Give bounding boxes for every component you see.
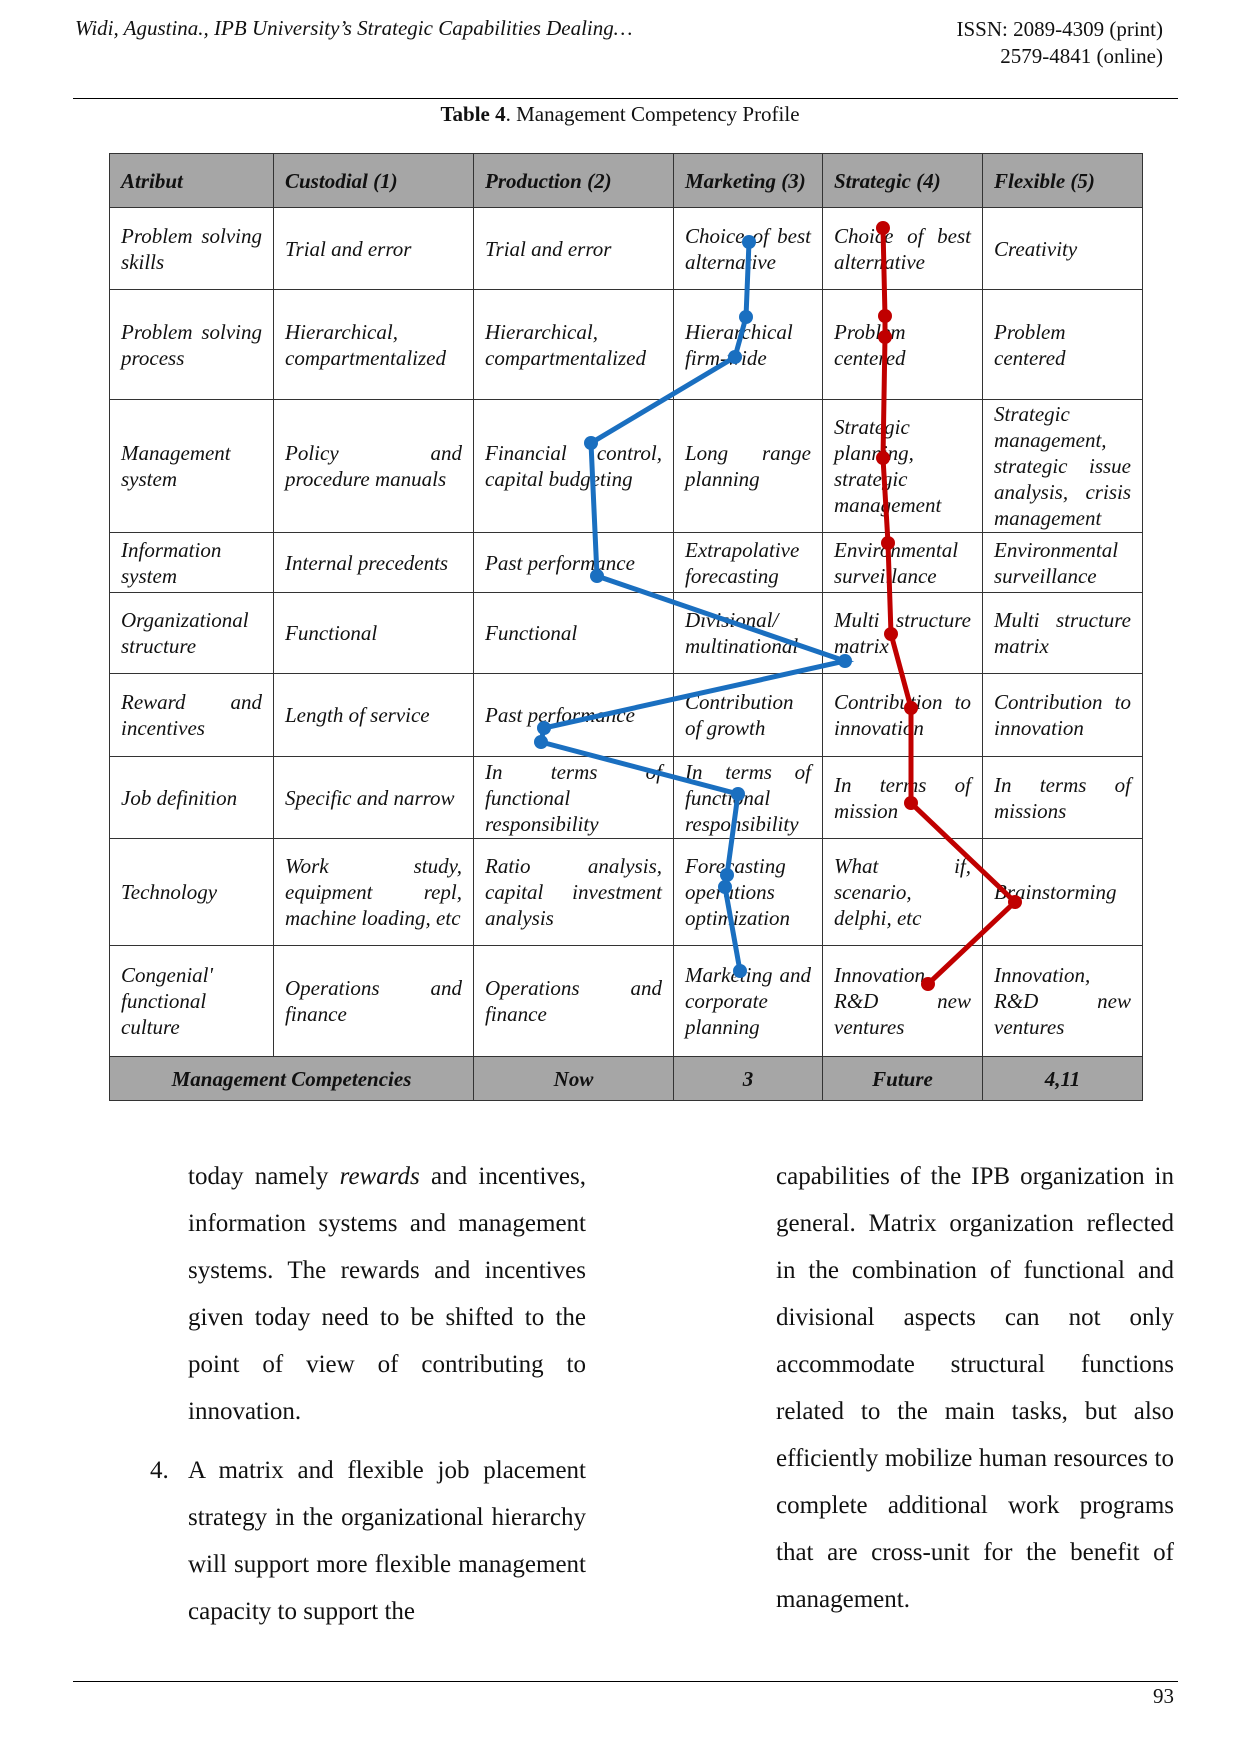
competency-table: Atribut Custodial (1) Production (2) Market… xyxy=(109,153,1143,1101)
table-cell: Contribution to innovation xyxy=(982,673,1143,757)
column-header: Marketing (3) xyxy=(673,153,823,208)
table-cell: Strategic planning, strategic management xyxy=(822,399,983,533)
table-row: Information system Internal precedents Pas… xyxy=(109,532,1143,593)
table-cell: Creativity xyxy=(982,207,1143,290)
table-cell: Marketing and corporate planning xyxy=(673,945,823,1057)
table-cell: Internal precedents xyxy=(273,532,474,593)
table-cell: Length of service xyxy=(273,673,474,757)
list-item: A matrix and flexible job placement stra… xyxy=(188,1457,586,1625)
table-row: Management system Policy and procedure ma… xyxy=(109,399,1143,533)
table-cell: Operations and finance xyxy=(473,945,674,1057)
header-rule xyxy=(73,98,1178,99)
text: and incentives, information systems and … xyxy=(188,1163,586,1425)
emphasis: rewards xyxy=(339,1163,420,1190)
table-row: Problem solving process Hierarchical, com… xyxy=(109,289,1143,400)
table-cell: Problem solving skills xyxy=(109,207,274,290)
table-cell: Forecasting operations optimization xyxy=(673,838,823,946)
summary-cell: 3 xyxy=(673,1056,823,1101)
summary-cell: Future xyxy=(822,1056,983,1101)
table-cell: Hierarchical, compartmentalized xyxy=(273,289,474,400)
now-profile-points xyxy=(534,235,852,978)
column-header: Flexible (5) xyxy=(982,153,1143,208)
table-cell: Job definition xyxy=(109,756,274,839)
table-cell: Choice of best alternative xyxy=(822,207,983,290)
table-cell: Operations and finance xyxy=(273,945,474,1057)
issn-print: ISSN: 2089-4309 (print) xyxy=(956,17,1164,41)
future-profile-points xyxy=(876,221,1022,991)
column-header: Atribut xyxy=(109,153,274,208)
table-cell: Trial and error xyxy=(273,207,474,290)
table-cell: What if, scenario, delphi, etc xyxy=(822,838,983,946)
text: today namely xyxy=(188,1163,340,1190)
table-cell: Management system xyxy=(109,399,274,533)
table-cell: Specific and narrow xyxy=(273,756,474,839)
table-cell: Problem centered xyxy=(822,289,983,400)
table-cell: In terms of missions xyxy=(982,756,1143,839)
summary-cell: 4,11 xyxy=(982,1056,1143,1101)
table-cell: Multi structure matrix xyxy=(982,592,1143,674)
table-cell: Innovation, R&D new ventures xyxy=(982,945,1143,1057)
summary-row: Management Competencies Now 3 Future 4,11 xyxy=(109,1056,1143,1101)
issn: ISSN: 2089-4309 (print) 2579-4841 (online… xyxy=(900,16,1164,70)
table-cell: Problem solving process xyxy=(109,289,274,400)
table-row: Technology Work study, equipment repl, ma… xyxy=(109,838,1143,946)
table-row: Job definition Specific and narrow In term… xyxy=(109,756,1143,839)
list-number: 4. xyxy=(150,1457,169,1484)
running-header: Widi, Agustina., IPB University’s Strate… xyxy=(75,16,633,40)
table-row: Organizational structure Functional Functi… xyxy=(109,592,1143,674)
table-cell: Congenial' functional culture xyxy=(109,945,274,1057)
right-paragraph: capabilities of the IPB organization in … xyxy=(776,1163,1174,1613)
table-cell: Organizational structure xyxy=(109,592,274,674)
table-cell: Problem centered xyxy=(982,289,1143,400)
page-number: 93 xyxy=(1153,1684,1174,1708)
profile-overlay xyxy=(534,221,1022,991)
table-row: Congenial' functional culture Operations … xyxy=(109,945,1143,1057)
column-header: Custodial (1) xyxy=(273,153,474,208)
table-cell: Past performance xyxy=(473,532,674,593)
issn-online: 2579-4841 (online) xyxy=(1000,44,1163,68)
table-cell: Environmental surveillance xyxy=(822,532,983,593)
summary-cell: Now xyxy=(473,1056,674,1101)
table-cell: Trial and error xyxy=(473,207,674,290)
summary-cell: Management Competencies xyxy=(109,1056,474,1101)
table-cell: Strategic management, strategic issue an… xyxy=(982,399,1143,533)
caption-label: Table 4 xyxy=(440,102,506,126)
table-cell: Functional xyxy=(473,592,674,674)
future-profile-line xyxy=(880,227,1019,986)
left-paragraph: today namely rewards and incentives, inf… xyxy=(188,1153,586,1435)
table-cell: Work study, equipment repl, machine load… xyxy=(273,838,474,946)
table-caption: Table 4. Management Competency Profile xyxy=(0,102,1240,127)
table-cell: Past performance xyxy=(473,673,674,757)
table-cell: Innovation, R&D new ventures xyxy=(822,945,983,1057)
table-cell: Hierarchical, compartmentalized xyxy=(473,289,674,400)
table-cell: Contribution of growth xyxy=(673,673,823,757)
table-cell: Environmental surveillance xyxy=(982,532,1143,593)
table-cell: Brainstorming xyxy=(982,838,1143,946)
table-cell: Ratio analysis, capital investment analy… xyxy=(473,838,674,946)
footer-rule xyxy=(73,1681,1178,1682)
now-profile-line xyxy=(538,241,855,972)
table-cell: Long range planning xyxy=(673,399,823,533)
column-header: Production (2) xyxy=(473,153,674,208)
caption-text: . Management Competency Profile xyxy=(505,102,800,126)
table-cell: Functional xyxy=(273,592,474,674)
table-cell: Extrapolative forecasting xyxy=(673,532,823,593)
table-cell: Policy and procedure manuals xyxy=(273,399,474,533)
